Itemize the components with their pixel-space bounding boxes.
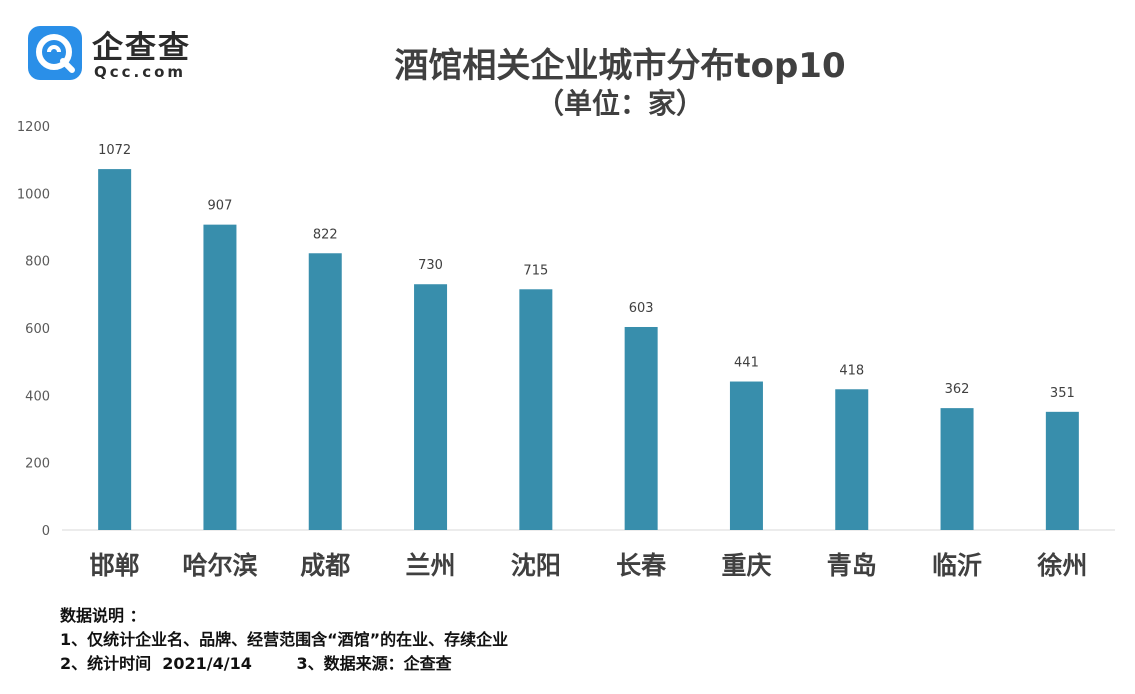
x-tick-label: 临沂	[932, 551, 982, 580]
data-label: 351	[1050, 386, 1075, 401]
data-label: 715	[523, 263, 548, 278]
bar	[940, 408, 974, 530]
logo-domain: Qcc.com	[94, 63, 187, 81]
data-label: 362	[945, 382, 970, 397]
x-tick-label: 徐州	[1036, 551, 1087, 580]
y-tick-label: 800	[25, 255, 50, 270]
x-tick-label: 青岛	[827, 551, 877, 580]
data-label: 441	[734, 356, 759, 371]
x-tick-label: 沈阳	[511, 551, 561, 580]
data-notes: 数据说明 ： 1、仅统计企业名、品牌、经营范围含“酒馆”的在业、存续企业 2、统…	[60, 604, 508, 676]
bar	[98, 169, 132, 531]
data-label: 907	[208, 199, 233, 214]
bar	[308, 253, 342, 530]
y-tick-label: 1200	[17, 120, 50, 135]
bar	[203, 224, 237, 531]
notes-heading: 数据说明 ：	[60, 606, 146, 625]
y-tick-label: 0	[42, 524, 50, 539]
y-tick-label: 200	[25, 457, 50, 472]
x-tick-label: 邯郸	[90, 551, 140, 580]
chart-subtitle: （单位：家）	[535, 87, 704, 120]
y-tick-label: 400	[25, 389, 50, 404]
bar	[835, 389, 869, 530]
y-tick-label: 1000	[17, 187, 50, 202]
bar	[729, 381, 763, 530]
qcc-logo-icon	[28, 26, 82, 80]
data-label: 822	[313, 227, 338, 242]
notes-line-1: 1、仅统计企业名、品牌、经营范围含“酒馆”的在业、存续企业	[60, 630, 509, 649]
notes-line-2: 2、统计时间 2021/4/14 3、数据来源：企查查	[60, 654, 452, 673]
chart-title: 酒馆相关企业城市分布top10	[394, 46, 846, 86]
x-tick-label: 兰州	[406, 551, 456, 580]
qcc-logo: 企查查 Qcc.com	[28, 26, 198, 82]
x-tick-label: 哈尔滨	[182, 551, 257, 580]
data-label: 603	[629, 301, 654, 316]
x-tick-label: 长春	[616, 551, 666, 580]
logo-name: 企查查	[92, 30, 191, 66]
data-label: 1072	[98, 143, 131, 158]
bar	[624, 326, 658, 530]
x-tick-label: 重庆	[721, 551, 771, 580]
data-label: 730	[418, 258, 443, 273]
bar	[519, 289, 553, 530]
bar	[414, 284, 448, 530]
x-tick-label: 成都	[300, 551, 350, 580]
bar	[1045, 411, 1079, 530]
y-tick-label: 600	[25, 322, 50, 337]
data-label: 418	[839, 363, 864, 378]
